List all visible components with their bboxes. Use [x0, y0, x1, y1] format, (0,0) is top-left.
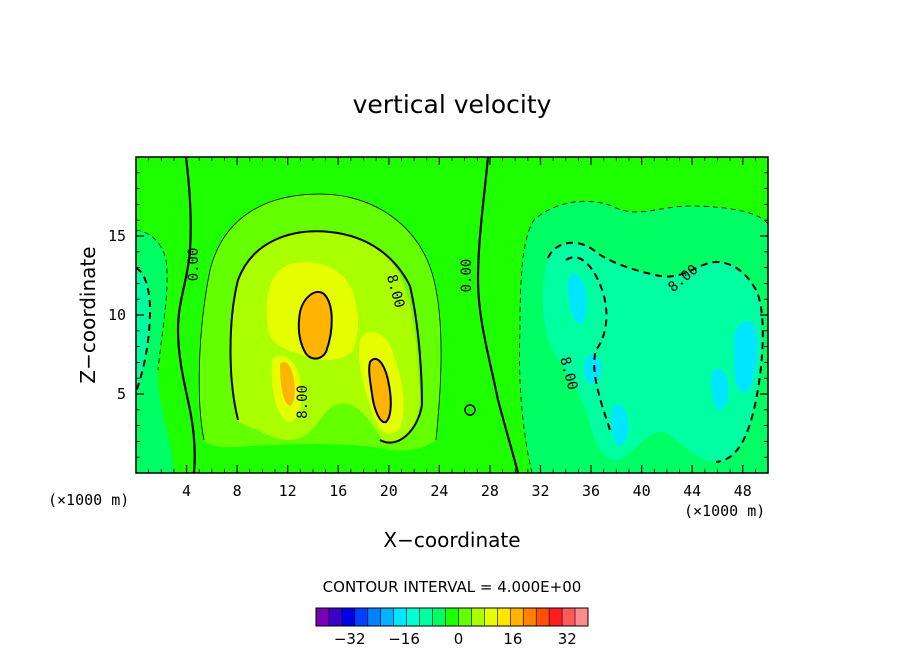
colorbar-tick-label: 0	[454, 630, 464, 648]
colorbar-swatch	[367, 608, 381, 626]
updraft-core-left	[280, 361, 295, 406]
colorbar-tick-labels: −32 −16 0 16 32	[334, 630, 577, 648]
colorbar-swatch	[406, 608, 420, 626]
x-axis-label: X−coordinate	[383, 528, 520, 552]
colorbar-tick-label: 16	[503, 630, 522, 648]
x-tick-label: 16	[329, 482, 347, 500]
contour-interval-label: CONTOUR INTERVAL = 4.000E+00	[323, 578, 582, 596]
x-tick-label: 20	[380, 482, 398, 500]
y-tick-label: 15	[108, 227, 126, 245]
contour-label: 8.00	[295, 385, 311, 419]
colorbar-swatch	[445, 608, 459, 626]
downdraft-core-upper	[567, 274, 587, 325]
colorbar-swatch	[549, 608, 563, 626]
zero-contour-middle	[476, 157, 520, 473]
colorbar-swatch	[458, 608, 472, 626]
y-axis-label: Z−coordinate	[76, 246, 100, 383]
updraft-core	[298, 292, 332, 359]
contour-label: 0.00	[186, 248, 202, 282]
x-tick-label: 32	[531, 482, 549, 500]
zero-contour-left	[176, 157, 196, 473]
x-axis-ticks: 4 8 12 16 20 24 28 32 36 40 44 48	[148, 157, 756, 500]
x-tick-label: 48	[734, 482, 752, 500]
x-tick-label: 44	[683, 482, 701, 500]
colorbar-swatch	[471, 608, 485, 626]
colorbar-swatch	[316, 608, 329, 626]
x-tick-label: 8	[233, 482, 242, 500]
x-tick-label: 4	[182, 482, 191, 500]
downdraft-core-right	[733, 321, 758, 393]
colorbar-swatch	[328, 608, 342, 626]
colorbar-swatch	[575, 608, 588, 626]
downdraft-contour-8	[547, 241, 764, 463]
colorbar-swatch	[419, 608, 433, 626]
updraft-contour-16-lobe	[368, 357, 392, 424]
x-tick-label: 40	[633, 482, 651, 500]
downdraft-core-right-lower	[711, 368, 729, 410]
colorbar-swatch	[510, 608, 524, 626]
x-unit-left: (×1000 m)	[48, 491, 129, 509]
x-tick-label: 28	[481, 482, 499, 500]
colorbar	[315, 607, 589, 627]
x-tick-label: 36	[582, 482, 600, 500]
x-unit-right: (×1000 m)	[684, 502, 765, 520]
updraft-contour-4	[198, 193, 442, 441]
downdraft-core-bottom	[611, 404, 629, 446]
contour-labels: 0.00 0.008.008.008.008.00	[186, 248, 701, 419]
downdraft-core-lower	[583, 354, 602, 384]
colorbar-swatch	[341, 608, 355, 626]
contour-label: 0.00	[459, 259, 475, 293]
x-tick-label: 12	[279, 482, 297, 500]
colorbar-swatch	[380, 608, 394, 626]
colorbar-swatch	[536, 608, 550, 626]
colorbar-swatch	[562, 608, 576, 626]
y-tick-label: 5	[117, 385, 126, 403]
y-tick-label: 10	[108, 306, 126, 324]
downdraft-contour-8-inner	[565, 256, 611, 431]
downdraft-level-8	[542, 242, 763, 462]
colorbar-swatch	[354, 608, 368, 626]
colorbar-swatch	[393, 608, 407, 626]
updraft-contour-8	[229, 230, 424, 444]
colorbar-swatch	[484, 608, 498, 626]
y-axis-ticks: 5 10 15	[108, 172, 768, 458]
colorbar-frame	[315, 607, 589, 627]
left-downdraft-contour	[136, 267, 152, 393]
colorbar-tick-label: −32	[334, 630, 366, 648]
colorbar-swatch	[497, 608, 511, 626]
chart-title: vertical velocity	[353, 90, 552, 119]
x-tick-label: 24	[430, 482, 448, 500]
left-downdraft-contour-4	[136, 229, 168, 371]
downdraft-contour-4	[519, 200, 768, 473]
plot-area: 0.00 0.008.008.008.008.00	[136, 157, 768, 473]
updraft-contour-16	[297, 291, 333, 360]
small-contour-circle	[464, 404, 476, 416]
colorbar-tick-label: −16	[388, 630, 420, 648]
colorbar-swatch	[523, 608, 537, 626]
colorbar-swatch	[432, 608, 446, 626]
colorbar-tick-label: 32	[558, 630, 577, 648]
